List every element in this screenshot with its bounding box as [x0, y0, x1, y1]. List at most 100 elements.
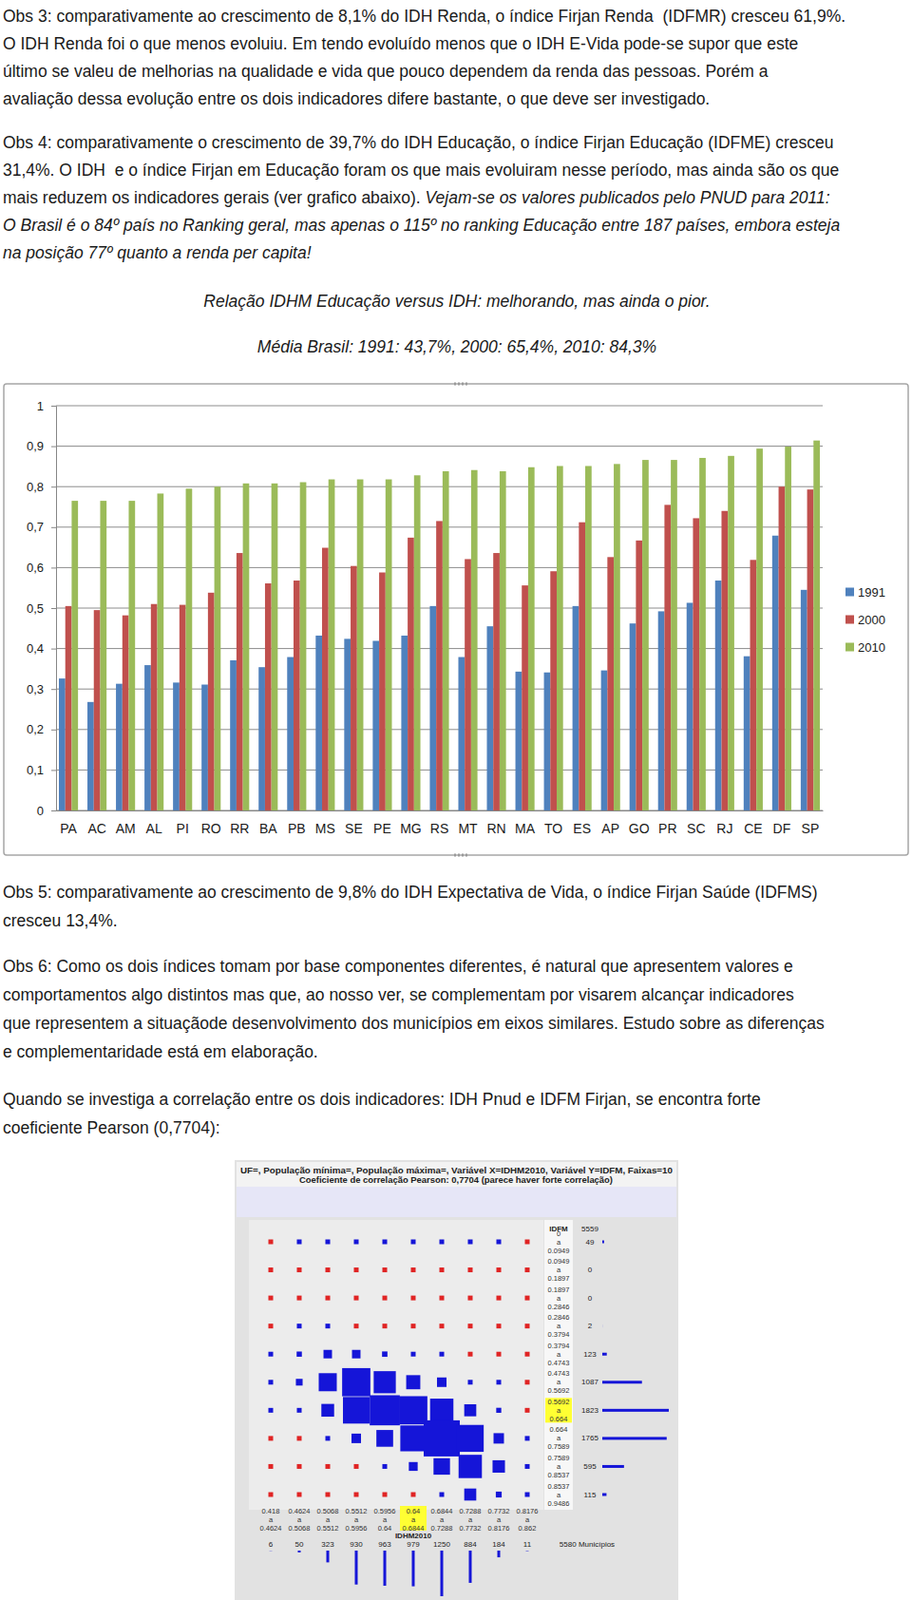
- cell-square: [369, 1395, 400, 1426]
- x-tick: MA: [514, 810, 536, 836]
- bar: [457, 657, 465, 811]
- bar: [94, 609, 101, 811]
- bar: [442, 471, 450, 811]
- bin-label: 0.0949: [548, 1246, 570, 1255]
- text-line: Obs 4: comparativamente o crescimento de…: [2, 129, 911, 157]
- cell-square: [406, 1374, 421, 1389]
- bin-label: 0.7732: [488, 1506, 511, 1516]
- bin-label: 0.7589: [548, 1442, 570, 1451]
- tick-label: AM: [115, 820, 136, 836]
- bin-label: 0.4743: [548, 1368, 570, 1378]
- bar: [186, 488, 193, 811]
- bar: [128, 500, 135, 811]
- bin-label: 0.664: [550, 1414, 569, 1424]
- bin-count: 115: [584, 1490, 597, 1500]
- bin-label: a: [556, 1321, 562, 1330]
- cell-square: [352, 1349, 361, 1359]
- bar: [721, 511, 728, 811]
- cell-square: [354, 1239, 360, 1245]
- bar: [779, 486, 786, 811]
- cell-square: [525, 1323, 531, 1329]
- bar: [613, 463, 621, 811]
- x-tick: DF: [773, 810, 792, 836]
- bar: [750, 559, 758, 811]
- count-bar: [326, 1550, 330, 1562]
- x-tick: AM: [115, 810, 136, 836]
- bar: [544, 672, 551, 811]
- bin-label: a: [382, 1515, 388, 1524]
- bar: [343, 638, 351, 811]
- bin-count: 979: [406, 1539, 420, 1549]
- text-line: Obs 5: comparativamente ao crescimento d…: [2, 877, 911, 907]
- x-tick: ES: [572, 810, 591, 836]
- bin-count: 11: [523, 1539, 532, 1549]
- tick-label: 0: [37, 803, 44, 818]
- cell-square: [439, 1351, 445, 1357]
- tick-label: RN: [486, 820, 506, 836]
- tick-mark: [51, 688, 57, 690]
- cell-square: [297, 1267, 303, 1273]
- bin-label: a: [556, 1490, 562, 1500]
- bin-label: a: [556, 1377, 562, 1387]
- cell-square: [382, 1492, 388, 1498]
- cell-square: [496, 1239, 502, 1245]
- panel-background: [234, 1159, 679, 1600]
- tick-label: RJ: [716, 820, 733, 836]
- page: Relação IDHM Educação versus IDH: melhor…: [0, 0, 912, 1600]
- text-line: O IDH Renda foi o que menos evoluiu. Em …: [2, 30, 911, 58]
- bin-label: 0.8176: [488, 1523, 511, 1533]
- legend-swatch: [845, 615, 855, 625]
- bar: [300, 482, 307, 811]
- tick-label: RR: [229, 820, 249, 836]
- panel-header: [236, 1161, 677, 1187]
- frame-handle: [457, 854, 460, 857]
- x-axis: PAACAMALPIRORRBAPBMSSEPEMGRSMTRNMATOESAP…: [57, 810, 824, 836]
- cell-square: [525, 1463, 531, 1469]
- cell-square: [297, 1407, 303, 1413]
- bin-label: 0.2846: [548, 1302, 570, 1311]
- bin-label: 0.8537: [548, 1470, 570, 1480]
- x-tick: AP: [601, 810, 620, 836]
- legend-label: 2000: [857, 612, 886, 627]
- bar: [65, 606, 73, 811]
- count-bar: [602, 1352, 608, 1356]
- cell-square: [525, 1295, 531, 1301]
- cell-square: [496, 1267, 502, 1273]
- total: 5559: [581, 1224, 599, 1234]
- cell-square: [468, 1323, 474, 1329]
- cell-square: [411, 1267, 417, 1273]
- tick-mark: [51, 608, 57, 609]
- cell-square: [268, 1463, 274, 1469]
- bin-label: 0.4624: [260, 1523, 283, 1533]
- tick-label: 0,6: [26, 560, 44, 575]
- cell-square: [439, 1267, 445, 1273]
- bar: [87, 702, 95, 811]
- bin-count: 1765: [581, 1433, 599, 1443]
- bar: [487, 626, 494, 811]
- bar: [407, 537, 415, 811]
- bin-label: 0.9486: [548, 1499, 570, 1508]
- frame-handle: [454, 854, 456, 857]
- tick-label: PR: [658, 820, 677, 836]
- bin-count: 50: [295, 1539, 304, 1549]
- cell-square: [295, 1378, 303, 1386]
- cells: [268, 1239, 531, 1501]
- tick-label: 0,9: [26, 438, 44, 454]
- bar: [208, 592, 215, 811]
- bin-count: 2: [588, 1321, 593, 1330]
- x-tick: MS: [315, 810, 336, 836]
- bin-label: 0.862: [518, 1523, 537, 1533]
- bar: [436, 520, 443, 811]
- bar: [572, 606, 580, 811]
- bar: [464, 558, 472, 811]
- frame-handle: [457, 382, 460, 386]
- bin-label: 0.3794: [548, 1330, 570, 1339]
- text-line: Quando se investiga a correlação entre o…: [2, 1084, 911, 1114]
- bar: [727, 456, 735, 811]
- tick-label: 1: [37, 399, 44, 414]
- count-bar: [602, 1296, 604, 1300]
- bar: [315, 635, 323, 811]
- tick-label: 0,2: [26, 722, 44, 737]
- bin-label: a: [556, 1462, 562, 1471]
- cell-square: [268, 1351, 274, 1357]
